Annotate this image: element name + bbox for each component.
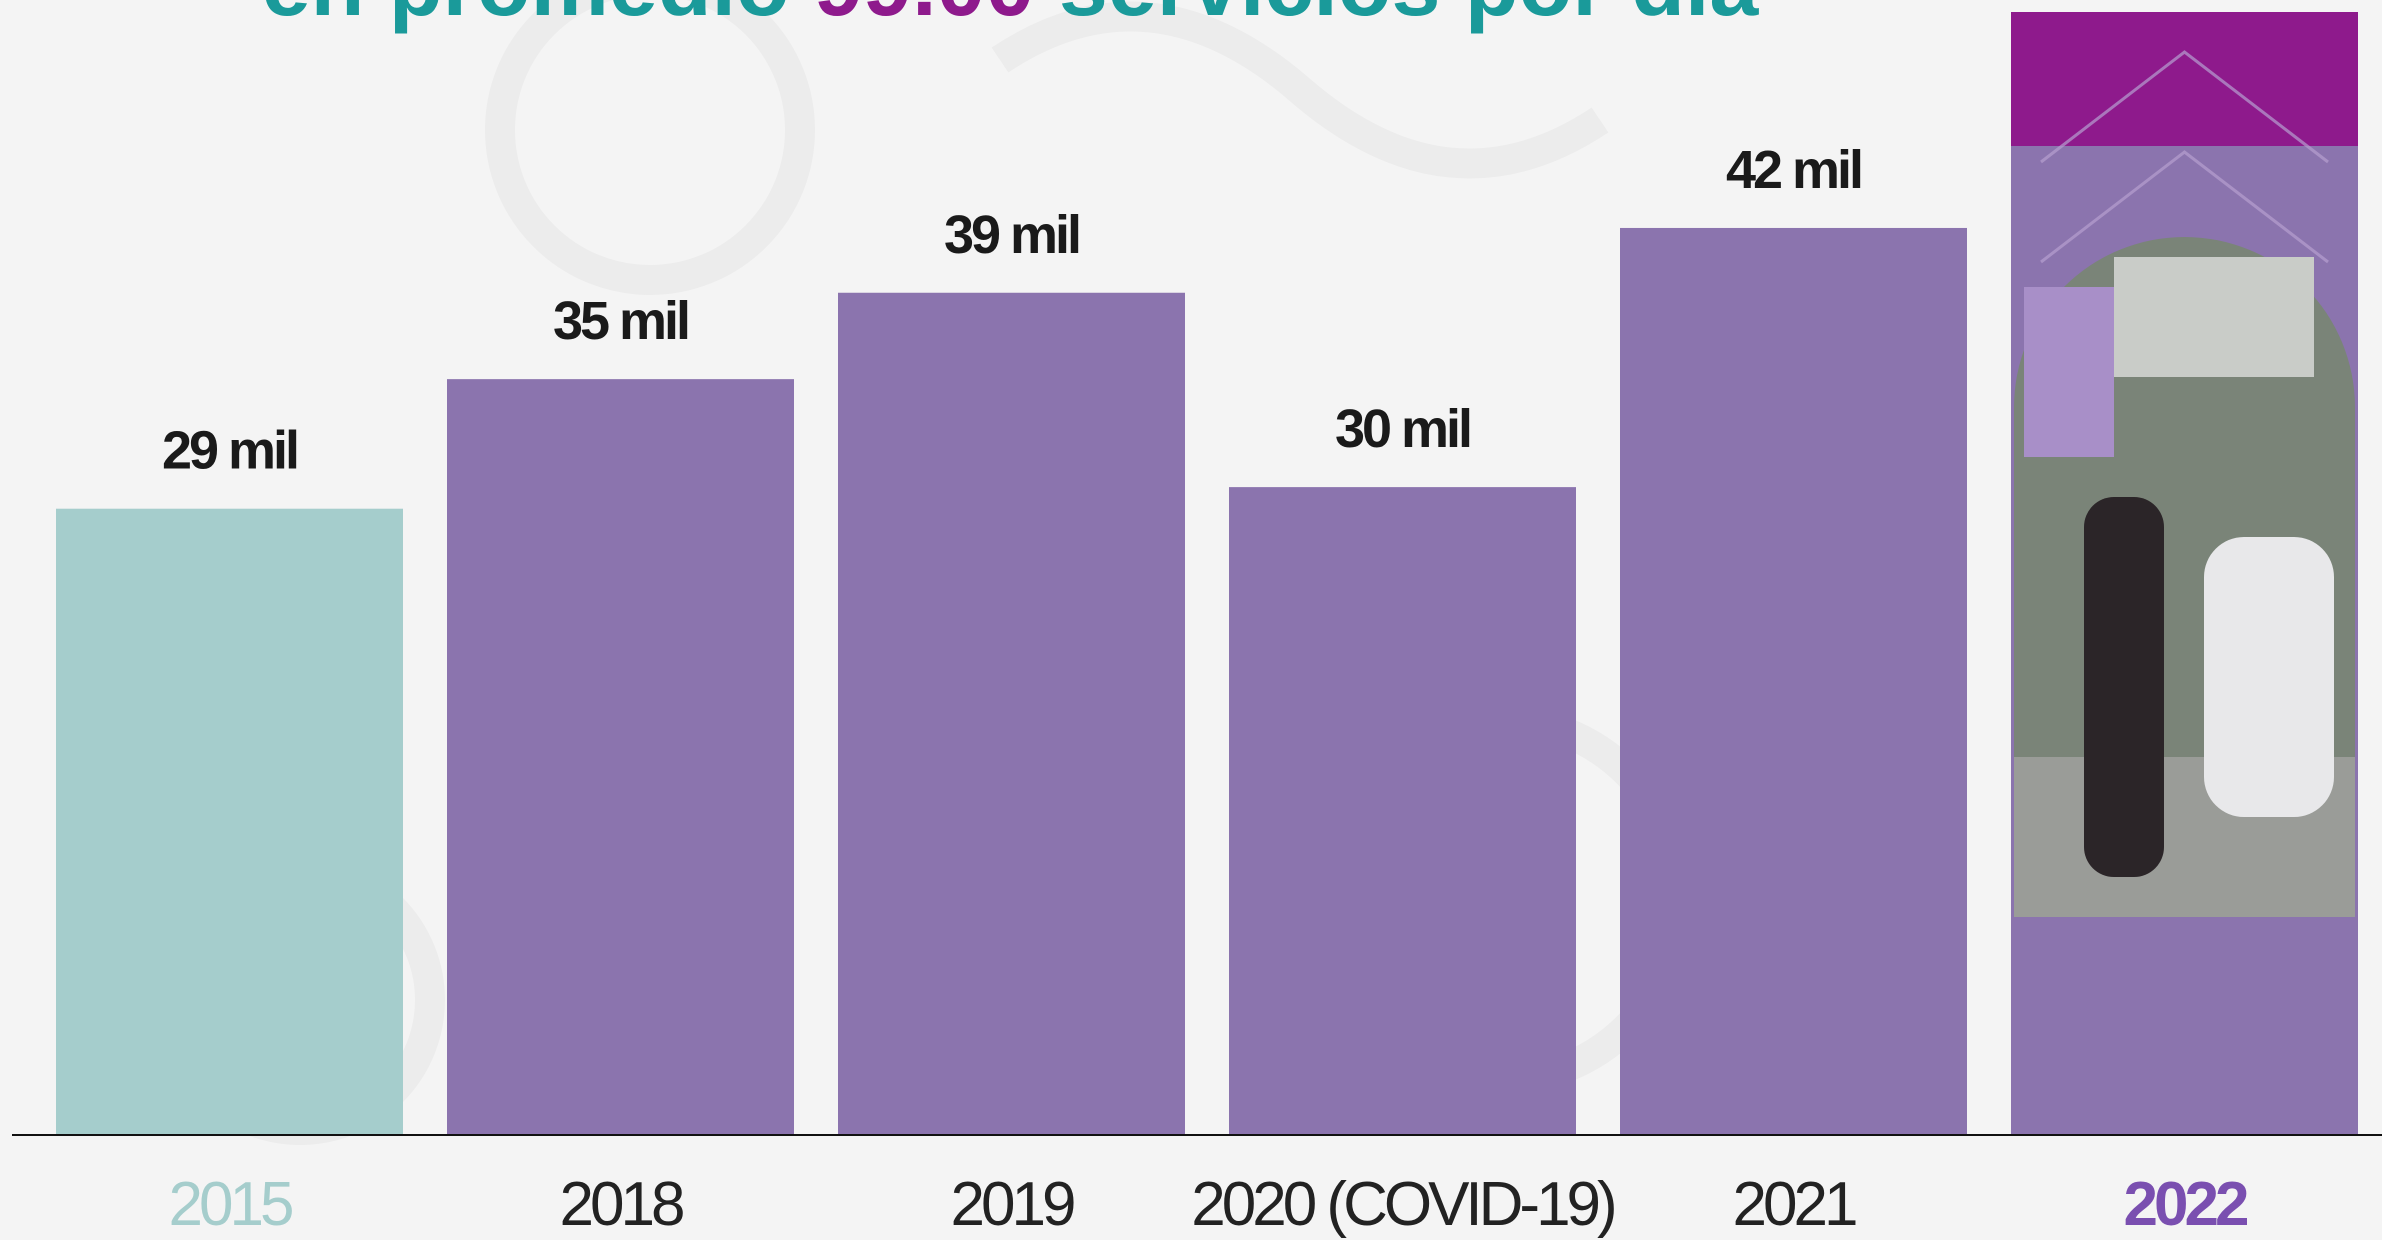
bar <box>1229 487 1576 1136</box>
value-label: 29 mil <box>162 421 297 481</box>
x-tick-label: 2022 <box>2124 1170 2247 1239</box>
bar <box>838 292 1185 1135</box>
value-label: 35 mil <box>553 291 688 351</box>
x-tick-label: 2019 <box>951 1170 1074 1239</box>
bar <box>56 508 403 1135</box>
title-part: en promedio <box>262 0 815 34</box>
x-tick-label: 2015 <box>169 1170 292 1239</box>
chevron <box>2040 150 2329 264</box>
chevron <box>2040 50 2329 164</box>
x-tick-label: 2020 (COVID-19) <box>1191 1170 1614 1239</box>
title-part: servicios por día <box>1034 0 1759 34</box>
value-label: 42 mil <box>1726 140 1861 200</box>
value-label: 30 mil <box>1335 399 1470 459</box>
title-part: 99.00 <box>814 0 1034 34</box>
photo-person <box>2204 537 2334 817</box>
bar <box>1620 227 1967 1135</box>
chart-title: en promedio 99.00 servicios por día <box>262 0 1760 34</box>
bar <box>447 379 794 1135</box>
photo-sign <box>2024 287 2114 457</box>
value-label: 39 mil <box>944 205 1079 265</box>
x-tick-label: 2018 <box>560 1170 683 1239</box>
bar-decoration <box>2040 50 2329 264</box>
x-tick-label: 2021 <box>1733 1170 1856 1239</box>
bar-band <box>2011 12 2358 146</box>
photo-sky <box>2114 257 2314 377</box>
photo-person <box>2084 497 2164 877</box>
